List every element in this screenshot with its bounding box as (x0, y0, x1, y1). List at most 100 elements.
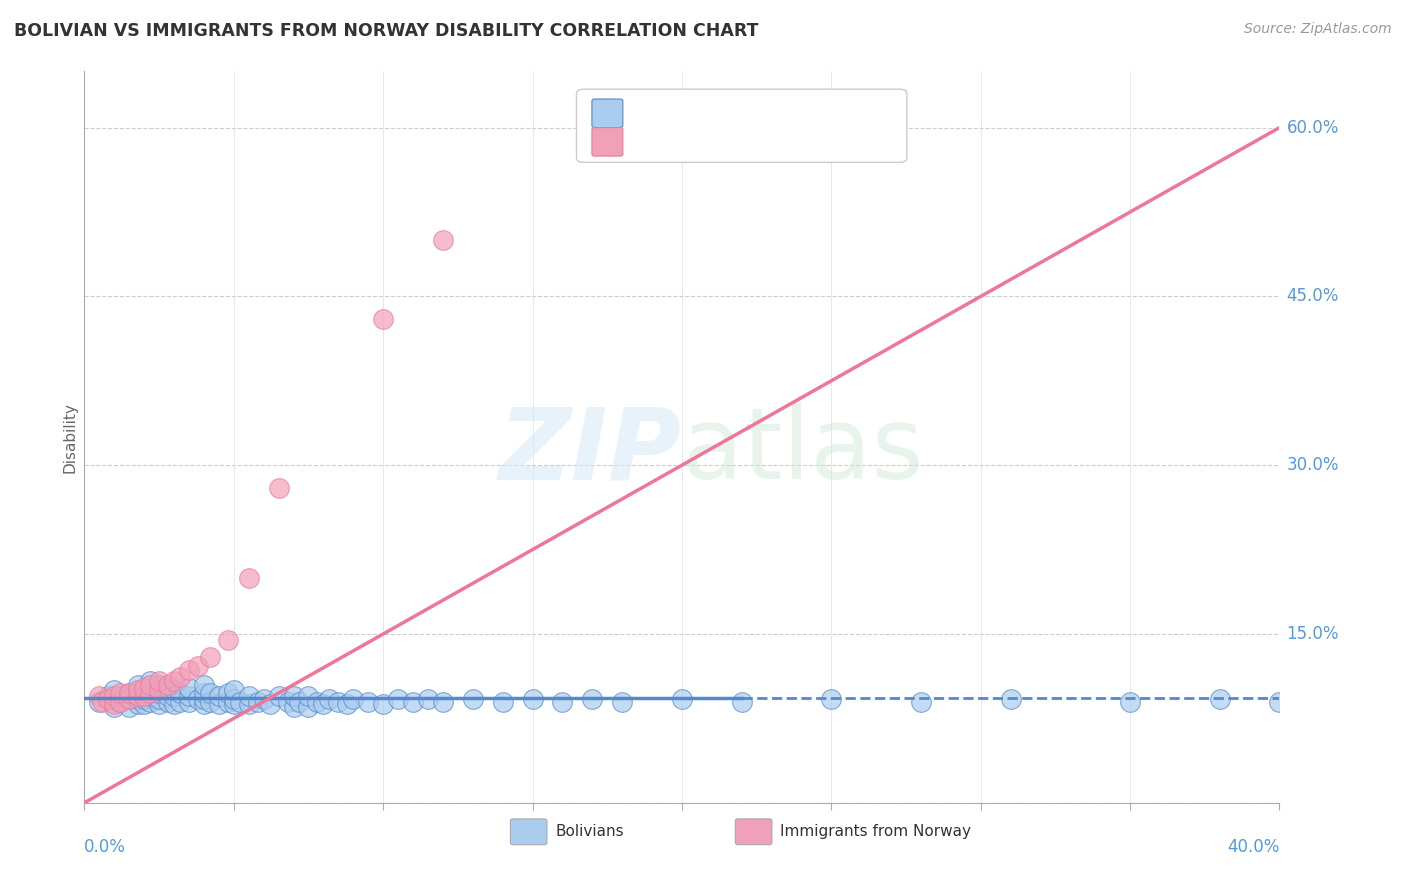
Point (97, 692, 120, 706)
Point (163, 689, 186, 703)
Point (198, 694, 221, 708)
Point (193, 692, 215, 706)
Point (387, 692, 409, 706)
Point (522, 692, 544, 706)
Text: Source: ZipAtlas.com: Source: ZipAtlas.com (1244, 22, 1392, 37)
Point (222, 697, 245, 711)
Text: N = 87: N = 87 (754, 106, 811, 120)
Point (1268, 694, 1291, 708)
Point (432, 233, 454, 247)
Point (402, 694, 425, 708)
Point (163, 674, 186, 689)
Point (169, 670, 191, 684)
Text: N = 28: N = 28 (754, 135, 811, 149)
Text: 15.0%: 15.0% (1286, 625, 1339, 643)
Point (132, 689, 156, 703)
Point (217, 632, 239, 647)
Point (1119, 694, 1142, 708)
Point (342, 692, 364, 706)
Point (307, 694, 329, 708)
Point (110, 685, 132, 699)
Point (139, 683, 162, 698)
Point (148, 678, 170, 692)
Point (139, 685, 162, 699)
Point (193, 678, 215, 692)
Point (132, 697, 156, 711)
Point (157, 694, 180, 708)
Point (139, 689, 162, 703)
Point (127, 697, 149, 711)
Point (910, 694, 932, 708)
Point (217, 694, 239, 708)
Point (163, 683, 186, 698)
Point (193, 697, 215, 711)
Point (157, 681, 180, 695)
Point (89, 689, 111, 703)
Point (139, 694, 162, 708)
Point (432, 694, 454, 708)
Point (267, 481, 290, 495)
Point (208, 689, 231, 703)
Point (169, 694, 191, 708)
Point (416, 692, 439, 706)
Text: 40.0%: 40.0% (1227, 838, 1279, 856)
Point (177, 694, 200, 708)
Text: 30.0%: 30.0% (1286, 456, 1339, 475)
Text: BOLIVIAN VS IMMIGRANTS FROM NORWAY DISABILITY CORRELATION CHART: BOLIVIAN VS IMMIGRANTS FROM NORWAY DISAB… (14, 22, 759, 40)
Point (169, 685, 191, 699)
Point (118, 685, 141, 699)
Point (222, 683, 245, 698)
Point (259, 697, 281, 711)
Point (1000, 692, 1022, 706)
Point (157, 678, 180, 692)
Point (492, 694, 515, 708)
Point (103, 689, 125, 703)
Point (253, 692, 276, 706)
Point (288, 694, 311, 708)
Point (118, 692, 141, 706)
Point (157, 689, 180, 703)
Point (127, 683, 149, 698)
Point (177, 663, 200, 677)
Text: R =: R = (628, 135, 662, 149)
Point (187, 658, 209, 673)
Point (193, 685, 215, 699)
Point (127, 692, 149, 706)
Point (336, 697, 359, 711)
Text: Bolivians: Bolivians (555, 824, 624, 839)
Point (127, 689, 149, 703)
Point (461, 692, 484, 706)
Point (217, 685, 239, 699)
Point (163, 697, 186, 711)
Point (148, 697, 170, 711)
Point (357, 694, 380, 708)
Text: 0.782: 0.782 (676, 135, 724, 149)
Point (238, 689, 260, 703)
Point (148, 683, 170, 698)
Point (148, 685, 170, 699)
Point (267, 689, 290, 703)
Point (148, 692, 170, 706)
Point (177, 689, 200, 703)
Point (581, 692, 603, 706)
Point (610, 694, 633, 708)
Point (1208, 692, 1232, 706)
Point (297, 689, 319, 703)
Point (139, 678, 162, 692)
Point (118, 692, 141, 706)
Y-axis label: Disability: Disability (62, 401, 77, 473)
Point (731, 694, 754, 708)
Point (328, 694, 350, 708)
Point (132, 681, 156, 695)
Point (91, 694, 114, 708)
Point (97, 689, 120, 703)
Text: -0.020: -0.020 (676, 106, 731, 120)
Point (139, 674, 162, 689)
Point (276, 694, 298, 708)
Point (820, 692, 842, 706)
Point (371, 697, 394, 711)
Point (89, 694, 111, 708)
Point (132, 692, 156, 706)
Point (318, 692, 340, 706)
Point (238, 697, 260, 711)
